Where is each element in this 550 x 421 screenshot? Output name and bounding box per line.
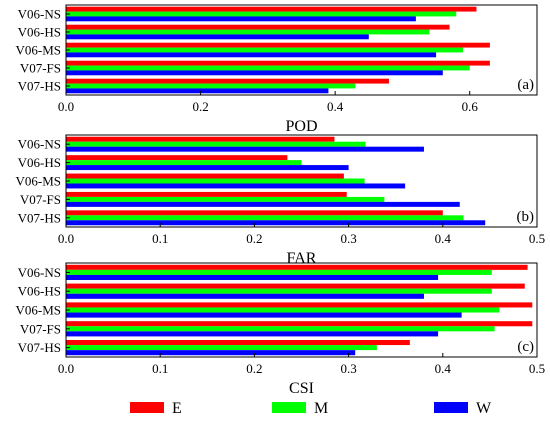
bar-W-V07-FS xyxy=(66,331,439,337)
category-label: V07-HS xyxy=(18,340,61,355)
bar-E-V07-HS xyxy=(66,339,410,346)
bar-E-V07-HS xyxy=(66,210,443,216)
legend-item-W: W xyxy=(434,400,492,417)
x-tick-label: 0.4 xyxy=(435,231,452,246)
x-tick-label: 0.0 xyxy=(58,361,74,376)
panel-tag: (c) xyxy=(517,339,534,355)
bar-M-V06-MS xyxy=(66,178,365,184)
legend-item-M: M xyxy=(272,400,328,417)
bar-E-V06-MS xyxy=(66,173,344,179)
bar-M-V07-HS xyxy=(66,345,377,351)
bar-W-V06-NS xyxy=(66,16,416,22)
bar-W-V06-HS xyxy=(66,293,424,299)
x-tick-label: 0.2 xyxy=(246,231,262,246)
bar-M-V07-FS xyxy=(66,196,385,202)
x-tick-label: 0.0 xyxy=(58,231,74,246)
bar-E-V07-HS xyxy=(66,78,389,84)
x-tick-label: 0.1 xyxy=(152,231,168,246)
x-tick-label: 0.6 xyxy=(462,99,479,114)
category-label: V06-MS xyxy=(15,303,61,318)
bar-W-V06-HS xyxy=(66,165,349,171)
category-label: V07-FS xyxy=(20,61,61,76)
legend-label: W xyxy=(476,400,492,417)
category-label: V06-HS xyxy=(18,284,61,299)
bar-E-V07-FS xyxy=(66,60,490,66)
bar-M-V06-HS xyxy=(66,160,302,166)
legend-label: M xyxy=(314,400,328,417)
x-axis-label: POD xyxy=(285,118,317,135)
x-axis-label: FAR xyxy=(287,250,317,267)
bar-M-V06-NS xyxy=(66,269,492,275)
chart-panels: V06-NS V06-HS V06-MS V07-FS V07-HS 0.0 0.2 0.4 0… xyxy=(15,4,545,397)
bar-W-V06-NS xyxy=(66,146,424,152)
bar-E-V06-HS xyxy=(66,155,288,161)
x-tick-label: 0.5 xyxy=(529,361,545,376)
bar-M-V06-HS xyxy=(66,288,492,294)
category-label: V07-FS xyxy=(20,321,61,336)
x-axis-label: CSI xyxy=(289,380,314,397)
bar-W-V07-HS xyxy=(66,350,356,356)
panel-tag: (a) xyxy=(517,77,534,93)
bar-E-V06-MS xyxy=(66,42,490,48)
legend-item-E: E xyxy=(130,400,182,417)
bar-W-V06-MS xyxy=(66,183,406,189)
bar-E-V06-HS xyxy=(66,283,525,289)
panel-2: V06-NS V06-HS V06-MS V07-FS V07-HS 0.0 0.1 0.2 0… xyxy=(15,134,545,267)
category-label: V06-NS xyxy=(18,265,61,280)
bar-W-V07-HS xyxy=(66,88,329,94)
bar-E-V06-NS xyxy=(66,264,528,270)
bar-M-V06-NS xyxy=(66,141,366,147)
panel-1: V06-NS V06-HS V06-MS V07-FS V07-HS 0.0 0.2 0.4 0… xyxy=(15,4,538,135)
legend-swatch xyxy=(130,402,164,413)
bar-E-V06-HS xyxy=(66,24,450,30)
panel-tag: (b) xyxy=(517,209,535,225)
category-label: V07-FS xyxy=(20,192,61,207)
category-label: V07-HS xyxy=(18,79,61,94)
category-label: V06-NS xyxy=(18,7,61,22)
bar-M-V06-MS xyxy=(66,47,463,53)
bar-W-V06-NS xyxy=(66,274,439,281)
category-label: V07-HS xyxy=(18,210,61,225)
bar-E-V06-MS xyxy=(66,302,533,308)
bar-W-V07-FS xyxy=(66,70,443,76)
bar-E-V06-NS xyxy=(66,136,335,142)
bar-W-V06-HS xyxy=(66,34,369,40)
category-label: V06-NS xyxy=(18,137,61,152)
bar-E-V07-FS xyxy=(66,191,347,197)
bar-E-V07-FS xyxy=(66,321,533,327)
x-tick-label: 0.4 xyxy=(327,99,344,114)
bar-W-V07-FS xyxy=(66,201,460,207)
legend-swatch xyxy=(272,402,306,413)
bar-W-V07-HS xyxy=(66,220,486,226)
panel-3: V06-NS V06-HS V06-MS V07-FS V07-HS 0.0 0.1 0.2 0… xyxy=(15,262,545,397)
x-tick-label: 0.3 xyxy=(340,231,356,246)
x-tick-label: 0.0 xyxy=(58,99,74,114)
bar-M-V06-HS xyxy=(66,29,430,35)
bar-M-V07-HS xyxy=(66,215,464,221)
bar-M-V06-MS xyxy=(66,307,500,313)
bar-W-V06-MS xyxy=(66,52,437,58)
x-tick-label: 0.2 xyxy=(246,361,262,376)
x-tick-label: 0.4 xyxy=(435,361,452,376)
bar-M-V07-FS xyxy=(66,65,470,71)
legend-label: E xyxy=(172,400,182,417)
bar-E-V06-NS xyxy=(66,6,477,12)
bar-W-V06-MS xyxy=(66,312,462,318)
category-label: V06-HS xyxy=(18,155,61,170)
bar-M-V07-FS xyxy=(66,326,495,332)
x-tick-label: 0.3 xyxy=(340,361,356,376)
category-label: V06-HS xyxy=(18,25,61,40)
bar-M-V06-NS xyxy=(66,11,457,17)
legend-swatch xyxy=(434,402,468,413)
bar-M-V07-HS xyxy=(66,83,356,89)
x-tick-label: 0.5 xyxy=(529,231,545,246)
category-label: V06-MS xyxy=(15,174,61,189)
x-tick-label: 0.2 xyxy=(192,99,208,114)
x-tick-label: 0.1 xyxy=(152,361,168,376)
category-label: V06-MS xyxy=(15,43,61,58)
